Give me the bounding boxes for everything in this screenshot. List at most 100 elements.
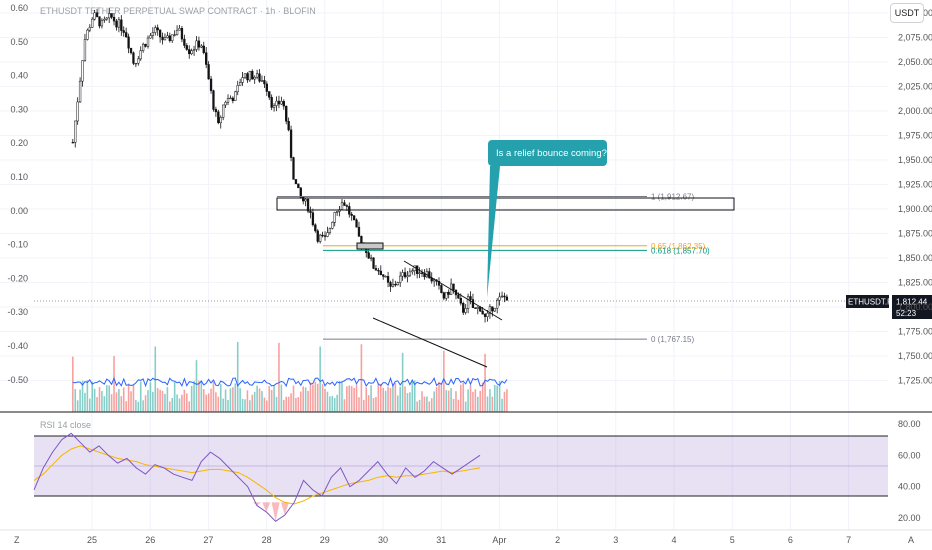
volume-bar [161, 390, 164, 412]
volume-bar [467, 389, 469, 412]
time-tick: 29 [320, 535, 330, 545]
volume-bar [113, 356, 115, 412]
candle-body [268, 91, 271, 98]
volume-bar [418, 399, 421, 412]
volume-bar [426, 396, 428, 412]
candle-body [399, 275, 402, 283]
candle-body [372, 257, 375, 269]
candle-body [93, 12, 96, 20]
volume-bar [309, 382, 312, 412]
price-axis[interactable]: 2,100.002,075.002,050.002,025.002,000.00… [898, 8, 932, 386]
price-tick: 1,725.00 [898, 375, 932, 385]
volume-bar [338, 381, 341, 412]
volume-bar [72, 356, 74, 412]
candle-body [471, 299, 475, 309]
candle-body [161, 36, 164, 41]
volume-bar [428, 401, 431, 412]
volume-bar [215, 392, 217, 412]
volume-bar [331, 395, 334, 412]
candle-body [374, 268, 378, 271]
price-tick: 2,000.00 [898, 106, 932, 116]
fibonacci-levels[interactable]: 1 (1,912.67) 0.65 (1,862.35)0.618 (1,857.… [277, 192, 710, 344]
volume-bar [464, 401, 467, 412]
volume-bar [108, 385, 110, 412]
volume-bar [401, 352, 404, 412]
volume-bar [263, 397, 266, 412]
candle-body [331, 222, 334, 229]
volume-bar [433, 391, 435, 412]
candle-body [369, 257, 373, 259]
volume-bar [503, 391, 506, 412]
candle-body [95, 12, 99, 17]
time-tick: 2 [555, 535, 560, 545]
volume-bar [156, 388, 159, 412]
candle-body [333, 212, 336, 223]
timezone-icon[interactable]: Z [14, 535, 20, 545]
candle-body [178, 28, 181, 31]
volume-bar [236, 341, 239, 412]
volume-bar [406, 393, 409, 412]
candle-body [289, 129, 293, 158]
volume-bar [142, 400, 144, 412]
volume-bar [360, 344, 363, 412]
volume-bar [84, 392, 86, 412]
volume-bar [217, 396, 220, 412]
candle-body [175, 29, 179, 35]
auto-scale-icon[interactable]: A [908, 535, 914, 545]
candle-body [144, 43, 147, 47]
candle-body [103, 18, 106, 21]
volume-bar [282, 399, 285, 412]
volume-bar [91, 381, 94, 412]
volume-bar [224, 389, 227, 412]
candle-body [234, 91, 237, 101]
resistance-zone[interactable] [276, 197, 735, 211]
volume-bar [181, 394, 183, 412]
currency-selector-button[interactable]: USDT [890, 3, 924, 23]
candle-body [447, 291, 450, 295]
candle-body [200, 45, 203, 48]
candle-body [214, 109, 218, 113]
volume-bar [491, 396, 494, 412]
candle-body [166, 35, 169, 38]
volume-bar [341, 381, 343, 412]
candle-body [505, 296, 509, 301]
candle-body [229, 97, 232, 100]
candle-body [141, 43, 145, 51]
candle-body [105, 17, 108, 20]
candle-body [183, 38, 186, 46]
time-axis[interactable]: 25 26 27 28 29 30 31 Apr 2 3 4 5 6 7 [87, 535, 851, 545]
volume-bar [251, 394, 254, 412]
channel-upper-line[interactable] [403, 260, 503, 321]
rsi-axis[interactable]: 80.00 60.00 40.00 20.00 [898, 419, 921, 523]
candle-body [81, 60, 84, 82]
channel-lower-line[interactable] [372, 317, 488, 368]
volume-bar [474, 389, 477, 412]
time-tick: 26 [145, 535, 155, 545]
volume-bar [304, 387, 307, 412]
volume-bar [472, 391, 474, 412]
volume-bar [440, 382, 443, 412]
volume-bar [79, 389, 81, 412]
candle-body [432, 279, 436, 282]
volume-bar [285, 396, 288, 412]
candle-body [500, 295, 504, 298]
volume-bar [125, 401, 127, 412]
volume-bar [295, 397, 297, 412]
candle-body [345, 205, 348, 207]
volume-bar [159, 389, 161, 412]
candle-body [382, 274, 385, 277]
callout-text: Is a relief bounce coming? [496, 148, 607, 159]
candle-body [384, 276, 387, 278]
candle-body [498, 296, 501, 301]
volume-bar [297, 397, 300, 412]
symbol-tag [846, 295, 889, 308]
time-tick: 31 [436, 535, 446, 545]
candle-body [323, 235, 327, 237]
small-supply-zone[interactable] [356, 242, 384, 250]
candle-body [418, 272, 421, 274]
volume-bar [486, 396, 489, 412]
candle-body [445, 291, 448, 299]
callout-box[interactable] [488, 140, 607, 166]
candle-body [154, 27, 157, 33]
